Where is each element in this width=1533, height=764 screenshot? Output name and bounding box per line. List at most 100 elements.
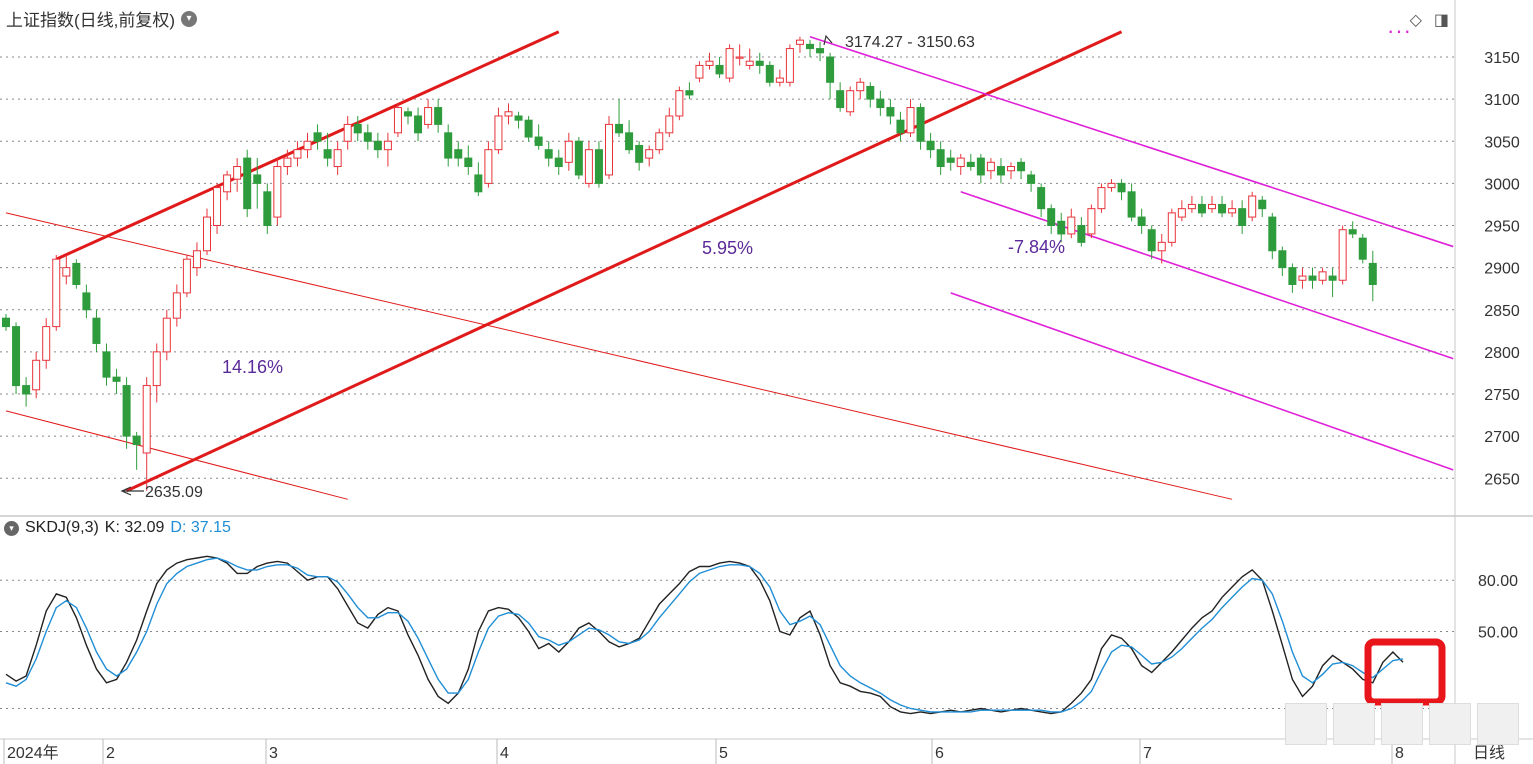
annotations: 2635.09 3174.27 - 3150.63 14.16% 5.95% -7.84… (120, 34, 1065, 501)
candle (323, 132, 332, 167)
candle-body (1187, 203, 1196, 210)
candle (353, 115, 362, 142)
candle (856, 78, 865, 100)
candle-body (172, 292, 181, 319)
candle-body (534, 136, 543, 146)
candle (1358, 233, 1367, 264)
candle (213, 183, 222, 234)
candle (112, 368, 121, 394)
candle-body (1177, 208, 1186, 218)
candle (665, 107, 674, 138)
candle (22, 377, 31, 407)
candle-body (283, 157, 292, 168)
candle (1057, 212, 1066, 243)
x-tick-label: 2024年 (7, 744, 59, 762)
candle-body (424, 107, 433, 125)
candle (454, 141, 463, 167)
y-tick-label: 80.00 (1478, 573, 1518, 590)
candle (72, 259, 81, 289)
candle (504, 103, 513, 125)
thumbnail[interactable] (1477, 703, 1519, 745)
chart-title: 上证指数(日线,前复权) (6, 11, 176, 30)
y-tick-label: 50.00 (1478, 625, 1518, 642)
candle (434, 99, 443, 133)
candle-body (946, 157, 955, 163)
candle-body (1228, 208, 1237, 214)
candle-body (705, 60, 714, 66)
chevron-down-icon[interactable]: ▾ (4, 520, 19, 536)
candle (765, 61, 774, 87)
candle (996, 158, 1005, 184)
candle (192, 242, 201, 277)
candle-body (886, 107, 895, 117)
candle-body (645, 149, 654, 159)
candle (1047, 204, 1056, 234)
candle (1117, 179, 1126, 201)
candle-body (775, 77, 784, 83)
candle-body (62, 267, 71, 277)
candle-body (434, 107, 443, 125)
candle (1368, 250, 1377, 302)
candle (102, 343, 111, 386)
candle (785, 44, 794, 87)
candle (363, 124, 372, 150)
candle-body (293, 149, 302, 159)
candle-body (956, 157, 965, 168)
candle (162, 309, 171, 361)
annotation-channel-change: 14.16% (222, 357, 283, 377)
thumbnail[interactable] (1285, 703, 1327, 745)
candle (946, 149, 955, 171)
candle-body (1238, 208, 1247, 226)
candle (745, 48, 754, 70)
candle-body (223, 174, 232, 193)
candle-body (1017, 161, 1026, 172)
candle (2, 313, 10, 331)
panel-toggle-icon[interactable]: ◨ (1433, 12, 1449, 29)
candle (1147, 225, 1156, 260)
candle-body (1007, 166, 1015, 172)
x-axis-labels: 2024年 2 3 4 5 6 7 8 日线 (3, 739, 1505, 764)
candle-body (1258, 199, 1267, 210)
candle-body (323, 149, 332, 159)
thumbnail[interactable] (1333, 703, 1375, 745)
thumbnail[interactable] (1381, 703, 1423, 745)
candle-body (414, 115, 423, 134)
candle (685, 82, 694, 100)
thumbnail[interactable] (1429, 703, 1471, 745)
candle (253, 158, 262, 209)
chevron-down-icon[interactable]: ▾ (181, 10, 198, 27)
candle (1037, 183, 1046, 218)
candle-body (584, 149, 593, 184)
candle-body (42, 326, 51, 361)
candle-body (122, 385, 131, 437)
candle (303, 132, 312, 159)
candle-body (464, 157, 473, 168)
diamond-icon[interactable]: ◇ (1409, 12, 1422, 29)
highlight-box (1364, 638, 1446, 706)
candle (1318, 267, 1327, 285)
candle (1187, 196, 1196, 213)
candle (1218, 196, 1227, 218)
candle-body (1107, 182, 1116, 189)
candle (313, 124, 322, 150)
annotation-high-marker: 3174.27 - 3150.63 (845, 34, 975, 51)
candle-body (926, 140, 935, 151)
candle-body (846, 90, 855, 113)
candle-body (514, 115, 523, 121)
thin-red-lower (5, 410, 348, 500)
candle-body (765, 64, 774, 83)
k-value: K: 32.09 (104, 519, 165, 536)
candle (876, 90, 885, 116)
candle (52, 254, 61, 331)
candle (1157, 233, 1166, 264)
candle-body (665, 115, 674, 134)
candle (1298, 267, 1307, 289)
candle (906, 99, 915, 138)
candle-body (102, 351, 111, 378)
x-tick-label: 3 (269, 745, 278, 762)
candle (122, 377, 131, 449)
candle-body (806, 43, 814, 50)
candle-body (213, 187, 222, 226)
x-tick-label: 7 (1143, 745, 1152, 762)
candle-body (755, 60, 764, 66)
